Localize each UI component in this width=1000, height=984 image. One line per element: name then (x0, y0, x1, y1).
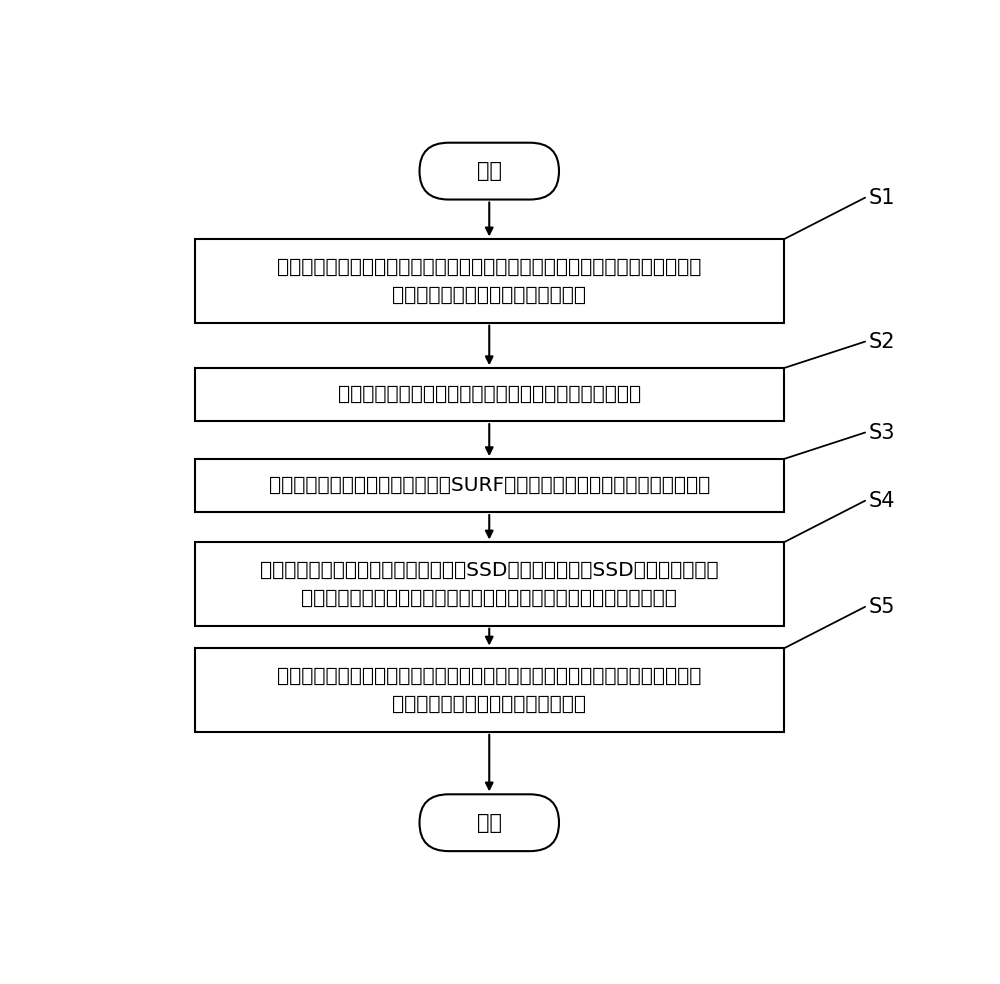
FancyBboxPatch shape (420, 794, 559, 851)
FancyBboxPatch shape (195, 239, 784, 323)
Text: 开始: 开始 (477, 161, 502, 181)
Text: S4: S4 (869, 491, 896, 511)
Text: 将相邻两张所述初级处理照片采用SURF算法进行去重复处理获取终级处理照片: 将相邻两张所述初级处理照片采用SURF算法进行去重复处理获取终级处理照片 (269, 476, 710, 495)
Text: S3: S3 (869, 422, 896, 443)
FancyBboxPatch shape (195, 368, 784, 421)
FancyBboxPatch shape (195, 648, 784, 732)
Text: 对所述实景照片进行降噪和去模糊处理获取初级处理照片: 对所述实景照片进行降噪和去模糊处理获取初级处理照片 (338, 385, 641, 404)
FancyBboxPatch shape (420, 143, 559, 200)
Text: S2: S2 (869, 332, 896, 351)
Text: 将所述终级处理照片输入深度压缩后的SSD模型神经网络，SSD模型神经网络采
用通道注意力机制进行车辆检测，判断是否通过车辆及通过车辆的数量: 将所述终级处理照片输入深度压缩后的SSD模型神经网络，SSD模型神经网络采 用通… (260, 561, 719, 607)
Text: 统计无人机当前飞行里程内所获取的所有所述终级处理照片中通过的车辆的数量
，并将该数量发送至无人机控制中心: 统计无人机当前飞行里程内所获取的所有所述终级处理照片中通过的车辆的数量 ，并将该… (277, 666, 701, 713)
FancyBboxPatch shape (195, 459, 784, 512)
Text: S1: S1 (869, 188, 896, 208)
Text: 结束: 结束 (477, 813, 502, 832)
FancyBboxPatch shape (195, 542, 784, 626)
Text: 控制无人机飞到需要进行车辆检测的路段，通过无人机的机载摄像头以第一预设
时间为间隔拍摄目标道路的实景照片: 控制无人机飞到需要进行车辆检测的路段，通过无人机的机载摄像头以第一预设 时间为间… (277, 258, 701, 304)
Text: S5: S5 (869, 596, 896, 617)
